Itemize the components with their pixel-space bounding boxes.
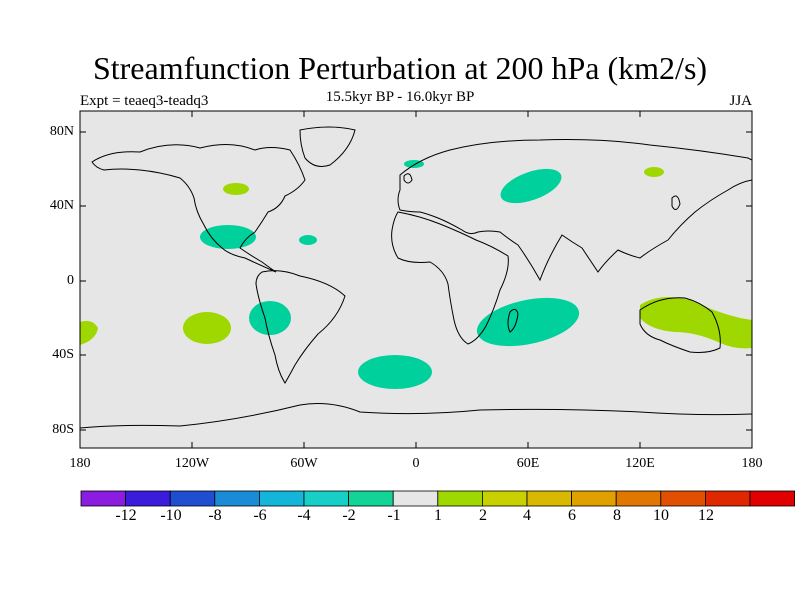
anomaly-west-edge [80, 320, 98, 345]
colorbar [80, 490, 795, 507]
colorbar-label: -8 [208, 507, 222, 524]
anomaly-caribbean [299, 235, 317, 245]
colorbar-swatch [526, 490, 572, 507]
coastline-antarctica [79, 403, 753, 429]
colorbar-swatch [571, 490, 617, 507]
anomaly-south-atlantic [358, 355, 432, 389]
anomaly-australia [640, 296, 752, 349]
anomaly-canada [223, 183, 249, 195]
x-tick-label: 180 [741, 456, 763, 471]
coastline-madagascar [507, 308, 519, 333]
colorbar-label: -12 [115, 507, 137, 524]
season-label: JJA [729, 93, 752, 109]
colorbar-label: -2 [342, 507, 356, 524]
colorbar-swatch [660, 490, 706, 507]
coastline-north-america [91, 144, 306, 273]
experiment-label: Expt = teaeq3-teadq3 [80, 93, 209, 109]
anomaly-indian-ocean [476, 297, 580, 347]
y-tick-label: 0 [67, 273, 74, 288]
coastline-australia [639, 297, 721, 353]
x-tick-label: 60E [516, 456, 540, 471]
colorbar-swatch [705, 490, 751, 507]
colorbar-swatch [437, 490, 483, 507]
x-tick-label: 60W [290, 456, 318, 471]
colorbar-label: -4 [297, 507, 311, 524]
colorbar-label: 8 [613, 507, 621, 524]
coastline-greenland [299, 126, 356, 167]
x-tick-label: 180 [69, 456, 91, 471]
coastline-japan [671, 195, 681, 210]
coastline-south-america [255, 270, 346, 384]
x-tick-label: 120W [174, 456, 210, 471]
colorbar-swatch [348, 490, 394, 507]
coastlines [79, 126, 753, 429]
y-tick-label: 80N [49, 124, 74, 139]
colorbar-label: 4 [523, 507, 531, 524]
y-tick-label: 40S [52, 347, 74, 362]
x-tick-label: 0 [412, 456, 420, 471]
colorbar-label: 12 [698, 507, 714, 524]
y-tick-label: 40N [49, 198, 74, 213]
coastline-africa [391, 211, 509, 345]
colorbar-label: 2 [479, 507, 487, 524]
colorbar-label: -6 [253, 507, 267, 524]
coastline-eurasia [397, 139, 753, 282]
colorbar-label: 6 [568, 507, 576, 524]
colorbar-swatch [615, 490, 662, 507]
anomaly-north-america [200, 225, 256, 249]
colorbar-swatch [125, 490, 171, 507]
x-tick-label: 120E [625, 456, 655, 471]
colorbar-swatch [749, 490, 795, 507]
negative-anomaly-regions [200, 160, 580, 389]
colorbar-label: -10 [160, 507, 182, 524]
chart-title: Streamfunction Perturbation at 200 hPa (… [92, 50, 708, 86]
anomaly-east-pacific [183, 312, 231, 344]
y-tick-label: 80S [52, 422, 74, 437]
colorbar-swatch [303, 490, 349, 507]
colorbar-label: 1 [434, 507, 442, 524]
axis-ticks [79, 111, 753, 448]
anomaly-south-america [249, 301, 291, 335]
chart-subtitle: 15.5kyr BP - 16.0kyr BP [325, 89, 475, 105]
colorbar-label: -1 [387, 507, 401, 524]
colorbar-swatch [214, 490, 260, 507]
coastline-british-isles [403, 173, 413, 184]
colorbar-swatch [80, 490, 126, 507]
anomaly-east-asia [644, 167, 664, 177]
anomaly-central-asia [500, 168, 562, 204]
colorbar-swatch [258, 490, 305, 507]
colorbar-swatch [169, 490, 216, 507]
colorbar-swatch [392, 490, 439, 507]
colorbar-label: 10 [653, 507, 669, 524]
positive-anomaly-regions [80, 167, 752, 349]
colorbar-swatch [481, 490, 528, 507]
